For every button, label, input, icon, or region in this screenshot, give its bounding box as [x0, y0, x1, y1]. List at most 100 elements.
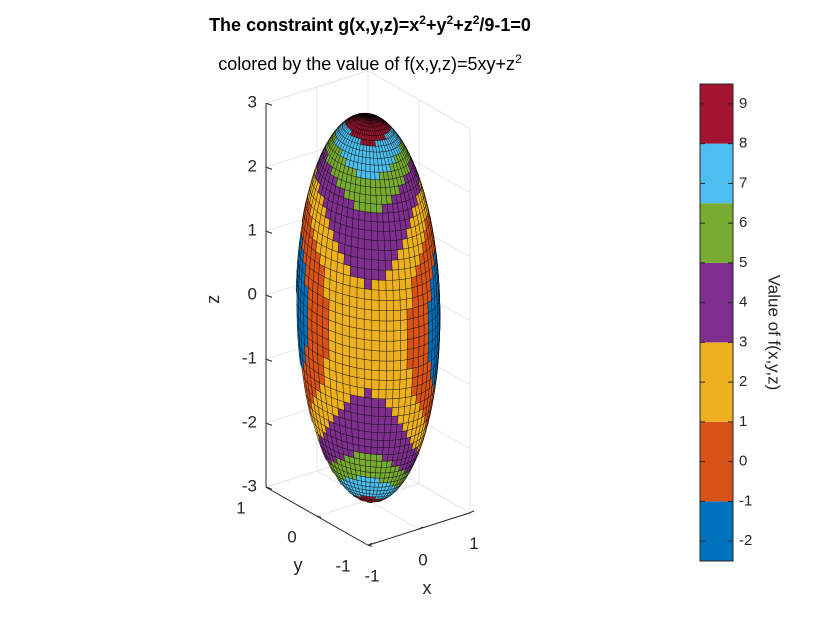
surface-patch — [369, 151, 374, 159]
surface-patch — [370, 230, 379, 241]
colorbar-tick-label: 6 — [739, 214, 747, 231]
surface-patch — [364, 446, 372, 455]
x-tick — [418, 526, 424, 530]
y-axis-label: y — [294, 555, 303, 575]
surface-patch — [364, 405, 372, 416]
surface-patch — [365, 465, 371, 473]
surface-patch — [393, 350, 401, 362]
surface-patch — [349, 336, 357, 349]
surface-patch — [364, 298, 372, 311]
surface-patch — [412, 296, 419, 309]
surface-patch — [350, 255, 358, 268]
surface-patch — [345, 225, 353, 237]
y-tick — [316, 515, 322, 518]
surface-patch — [391, 406, 399, 417]
surface-patch — [389, 431, 397, 441]
surface-patch — [382, 447, 390, 455]
surface-patch — [356, 337, 365, 350]
surface-patch — [412, 346, 420, 359]
surface-patch — [371, 369, 380, 381]
surface-patch — [358, 219, 366, 231]
surface-patch — [388, 221, 396, 232]
surface-patch — [369, 140, 373, 147]
surface-patch — [389, 230, 397, 241]
surface-patch — [364, 202, 372, 213]
surface-patch — [376, 447, 384, 455]
colorbar-band — [700, 262, 733, 343]
surface-patch — [386, 300, 394, 312]
surface-patch — [352, 218, 360, 230]
surface-patch — [357, 247, 365, 259]
surface-patch — [377, 432, 385, 441]
surface-patch — [371, 319, 380, 332]
surface-patch — [364, 220, 372, 231]
surface-patch — [388, 439, 396, 448]
surface-patch — [371, 299, 380, 311]
surface-patch — [385, 290, 394, 301]
surface-patch — [405, 386, 413, 398]
surface-patch — [375, 460, 383, 468]
surface-patch — [386, 340, 395, 352]
surface-patch — [362, 150, 367, 158]
surface-patch — [377, 249, 386, 261]
surface-patch — [387, 446, 395, 455]
surface-patch — [380, 195, 388, 205]
surface-patch — [357, 267, 365, 279]
surface-patch — [360, 177, 366, 187]
surface-patch — [364, 211, 372, 222]
surface-patch — [364, 438, 372, 448]
surface-patch — [399, 369, 408, 381]
surface-patch — [357, 413, 365, 424]
colorbar-band — [700, 143, 733, 204]
surface-patch — [398, 268, 406, 280]
surface-patch — [357, 237, 365, 250]
surface-patch — [364, 229, 372, 241]
surface-patch — [370, 194, 377, 205]
surface-patch — [349, 182, 356, 193]
surface-patch — [368, 126, 372, 132]
surface-patch — [364, 288, 372, 301]
surface-patch — [364, 397, 372, 408]
colorbar-band — [700, 342, 733, 422]
surface-patch — [375, 466, 382, 474]
z-tick-label: -3 — [242, 477, 257, 496]
surface-patch — [390, 249, 399, 261]
surface-patch — [365, 150, 371, 159]
surface-patch — [371, 269, 379, 281]
surface-patch — [378, 389, 387, 400]
surface-patch — [386, 370, 394, 381]
surface-patch — [370, 431, 379, 441]
surface-patch — [344, 234, 353, 247]
surface-patch — [370, 460, 377, 468]
surface-patch — [355, 176, 362, 186]
surface-patch — [374, 171, 380, 180]
surface-patch — [412, 316, 420, 329]
surface-patch — [376, 221, 384, 232]
surface-patch — [349, 316, 358, 329]
surface-patch — [371, 309, 380, 322]
chart-title: The constraint g(x,y,z)=x2+y2+z2/9-1=0 — [209, 13, 531, 35]
surface-patch — [360, 170, 367, 179]
surface-patch — [373, 157, 379, 166]
surface-patch — [363, 318, 373, 331]
surface-patch — [406, 348, 414, 360]
surface-patch — [364, 368, 372, 380]
x-tick-label: -1 — [364, 567, 379, 586]
surface-patch — [406, 307, 414, 320]
surface-patch — [398, 278, 407, 291]
colorbar-tick-label: -1 — [739, 492, 752, 509]
y-tick-label: 1 — [236, 499, 245, 518]
colorbar-band — [700, 501, 733, 561]
surface-patch — [393, 309, 401, 322]
surface-patch — [376, 212, 384, 223]
surface-patch — [369, 482, 375, 488]
surface-patch — [375, 187, 382, 196]
colorbar-label: Value of f(x,y,z) — [765, 275, 784, 391]
surface-patch — [371, 249, 379, 261]
surface-patch — [343, 253, 352, 267]
surface-patch — [353, 192, 361, 203]
surface-patch — [357, 404, 365, 416]
surface-patch — [363, 349, 373, 361]
surface-patch — [399, 288, 407, 301]
z-tick-label: -2 — [242, 413, 257, 432]
